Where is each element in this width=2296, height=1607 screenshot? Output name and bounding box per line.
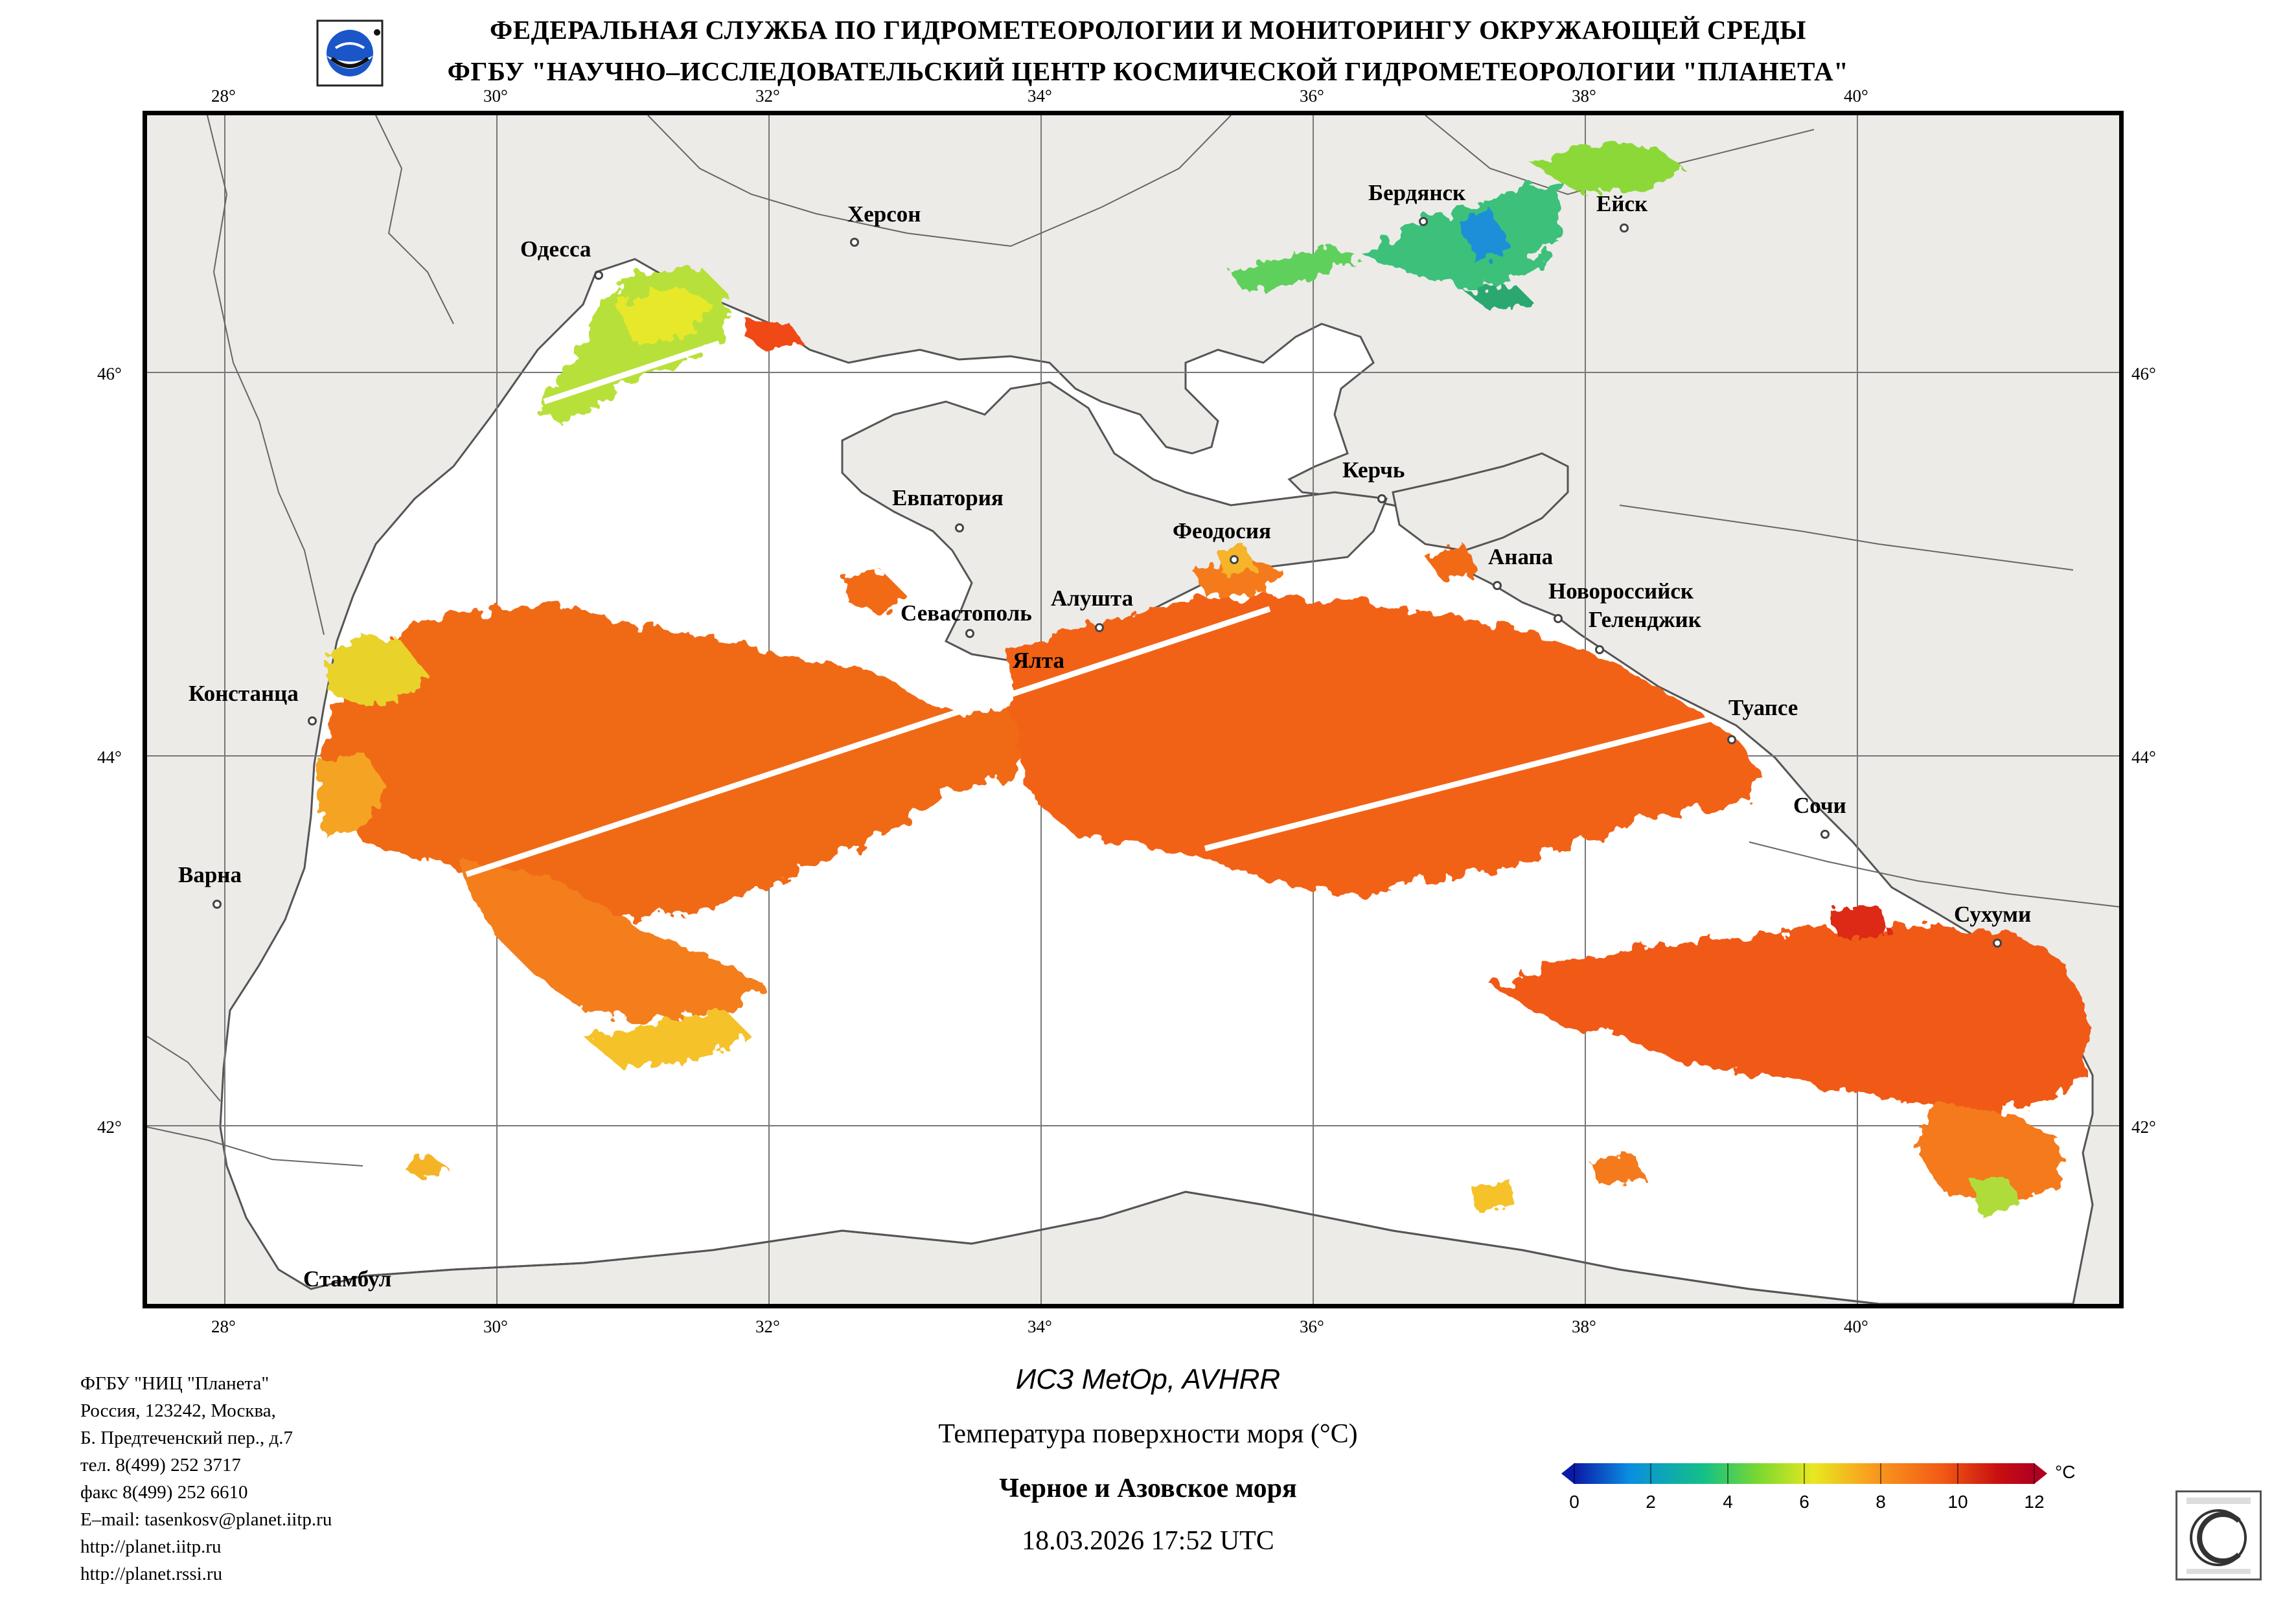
lon-label-top: 30° <box>483 86 508 106</box>
color-scale-tick: 6 <box>1799 1492 1809 1512</box>
city-label-evpatoria: Евпатория <box>892 485 1004 510</box>
color-scale-unit: °C <box>2055 1462 2076 1482</box>
city-marker <box>1095 623 1104 632</box>
header-agency: ФЕДЕРАЛЬНАЯ СЛУЖБА ПО ГИДРОМЕТЕОРОЛОГИИ … <box>490 15 1806 45</box>
city-marker <box>1377 494 1386 503</box>
land-borders <box>147 115 2119 1167</box>
taman-peninsula <box>1392 452 1569 552</box>
lat-label-left: 42° <box>97 1117 122 1137</box>
fax: факс 8(499) 252 6610 <box>80 1482 248 1503</box>
lon-label-top: 36° <box>1300 86 1324 106</box>
phone: тел. 8(499) 252 3717 <box>80 1455 241 1476</box>
turkey-coast-outline <box>362 1191 1879 1304</box>
map-canvas <box>147 115 2119 1304</box>
city-marker <box>1230 555 1239 564</box>
city-label-berdyansk: Бердянск <box>1368 180 1466 205</box>
satellite-name: ИСЗ MetOp, AVHRR <box>1015 1363 1281 1395</box>
city-label-alushta: Алушта <box>1051 586 1134 611</box>
website-link[interactable]: http://planet.iitp.ru <box>80 1536 222 1557</box>
city-marker <box>1620 223 1629 233</box>
city-marker <box>1727 735 1736 744</box>
city-label-constanta: Констанца <box>189 681 299 706</box>
lon-label-top: 38° <box>1572 86 1596 106</box>
city-label-novorossiysk: Новороссийск <box>1548 578 1694 604</box>
color-scale-tick: 10 <box>1947 1492 1968 1512</box>
city-marker <box>1419 217 1428 226</box>
org-name: ФГБУ "НИЦ "Планета" <box>80 1373 270 1394</box>
orbit-gap <box>465 340 1712 878</box>
city-marker <box>594 271 603 280</box>
iso-certification-badge <box>2175 1490 2262 1580</box>
city-label-anapa: Анапа <box>1488 544 1554 569</box>
color-scale-tick: 12 <box>2024 1492 2045 1512</box>
lat-label-left: 46° <box>97 364 122 383</box>
city-marker <box>308 716 317 725</box>
lat-label-right: 44° <box>2131 747 2156 767</box>
city-marker <box>1820 830 1830 839</box>
city-marker <box>1993 939 2002 948</box>
color-scale-bar <box>1561 1463 2047 1484</box>
lon-label-top: 34° <box>1027 86 1052 106</box>
city-label-gelendzhik: Геленджик <box>1589 607 1701 632</box>
color-scale-tick: 0 <box>1569 1492 1579 1512</box>
city-label-sochi: Сочи <box>1793 793 1846 818</box>
header-institute: ФГБУ "НАУЧНО–ИССЛЕДОВАТЕЛЬСКИЙ ЦЕНТР КОС… <box>447 56 1849 86</box>
lat-label-left: 44° <box>97 747 122 767</box>
city-marker <box>1595 645 1604 654</box>
website-link[interactable]: http://planet.rssi.ru <box>80 1564 223 1584</box>
city-marker <box>212 900 222 909</box>
lon-label-bottom: 28° <box>211 1317 236 1336</box>
lon-label-bottom: 30° <box>483 1317 508 1336</box>
lat-label-right: 46° <box>2131 364 2156 383</box>
color-scale-tick: 4 <box>1723 1492 1733 1512</box>
lon-label-bottom: 38° <box>1572 1317 1596 1336</box>
color-scale-tick: 8 <box>1876 1492 1886 1512</box>
city-label-sukhumi: Сухуми <box>1954 902 2032 927</box>
city-marker <box>850 238 859 247</box>
city-marker <box>965 629 974 638</box>
city-marker <box>1554 614 1563 623</box>
color-scale-tick: 2 <box>1646 1492 1656 1512</box>
city-label-yeysk: Ейск <box>1596 191 1648 216</box>
planeta-logo <box>316 19 384 87</box>
city-marker <box>955 523 964 532</box>
city-label-tuapse: Туапсе <box>1728 695 1798 720</box>
lon-label-top: 32° <box>755 86 780 106</box>
sst-map <box>143 111 2124 1308</box>
lon-label-bottom: 36° <box>1300 1317 1324 1336</box>
city-label-feodosia: Феодосия <box>1173 518 1271 543</box>
city-marker <box>1493 581 1502 590</box>
address-line: Б. Предтеченский пер., д.7 <box>80 1428 293 1448</box>
lon-label-bottom: 34° <box>1027 1317 1052 1336</box>
sst-data <box>317 142 2086 1218</box>
city-label-yalta: Ялта <box>1013 648 1065 673</box>
address-line: Россия, 123242, Москва, <box>80 1400 276 1421</box>
lat-label-right: 42° <box>2131 1117 2156 1137</box>
lon-label-bottom: 32° <box>755 1317 780 1336</box>
region-name: Черное и Азовское моря <box>999 1474 1297 1503</box>
city-label-odessa: Одесса <box>520 236 591 262</box>
lon-label-bottom: 40° <box>1844 1317 1868 1336</box>
lon-label-top: 28° <box>211 86 236 106</box>
city-label-varna: Варна <box>178 862 242 887</box>
lon-label-top: 40° <box>1844 86 1868 106</box>
observation-datetime: 18.03.2026 17:52 UTC <box>1022 1526 1274 1556</box>
product-title: Температура поверхности моря (°C) <box>938 1419 1358 1449</box>
city-label-kherson: Херсон <box>847 201 921 227</box>
city-label-sevastopol: Севастополь <box>901 600 1032 626</box>
email-link[interactable]: E–mail: tasenkosv@planet.iitp.ru <box>80 1509 332 1530</box>
city-label-kerch: Керчь <box>1342 457 1405 483</box>
contact-block: ФГБУ "НИЦ "Планета" Россия, 123242, Моск… <box>80 1370 332 1588</box>
city-label-istanbul: Стамбул <box>303 1266 392 1292</box>
